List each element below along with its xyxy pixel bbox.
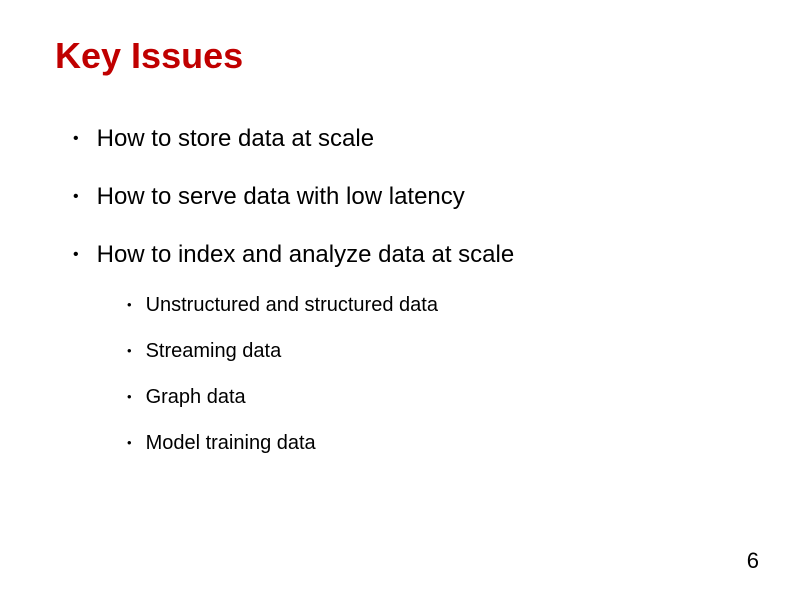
sub-bullet-text: Streaming data xyxy=(146,339,282,363)
bullet-text: How to serve data with low latency xyxy=(97,183,465,211)
bullet-dot-icon: • xyxy=(127,431,132,455)
bullet-text: How to store data at scale xyxy=(97,125,374,153)
slide-container: Key Issues • How to store data at scale … xyxy=(0,0,794,596)
bullet-item: • How to serve data with low latency xyxy=(73,183,739,211)
bullet-dot-icon: • xyxy=(127,385,132,409)
bullet-dot-icon: • xyxy=(73,241,79,269)
sub-bullet-text: Unstructured and structured data xyxy=(146,293,438,317)
bullet-item: • How to index and analyze data at scale xyxy=(73,241,739,269)
sub-bullet-text: Graph data xyxy=(146,385,246,409)
slide-title: Key Issues xyxy=(55,35,739,77)
bullet-dot-icon: • xyxy=(127,339,132,363)
sub-bullet-item: • Graph data xyxy=(127,385,739,409)
bullet-dot-icon: • xyxy=(73,183,79,211)
bullet-item: • How to store data at scale xyxy=(73,125,739,153)
sub-bullet-item: • Model training data xyxy=(127,431,739,455)
bullet-list: • How to store data at scale • How to se… xyxy=(55,125,739,269)
sub-bullet-list: • Unstructured and structured data • Str… xyxy=(55,293,739,455)
sub-bullet-item: • Streaming data xyxy=(127,339,739,363)
bullet-text: How to index and analyze data at scale xyxy=(97,241,515,269)
sub-bullet-item: • Unstructured and structured data xyxy=(127,293,739,317)
page-number: 6 xyxy=(747,548,759,574)
bullet-dot-icon: • xyxy=(127,293,132,317)
bullet-dot-icon: • xyxy=(73,125,79,153)
sub-bullet-text: Model training data xyxy=(146,431,316,455)
